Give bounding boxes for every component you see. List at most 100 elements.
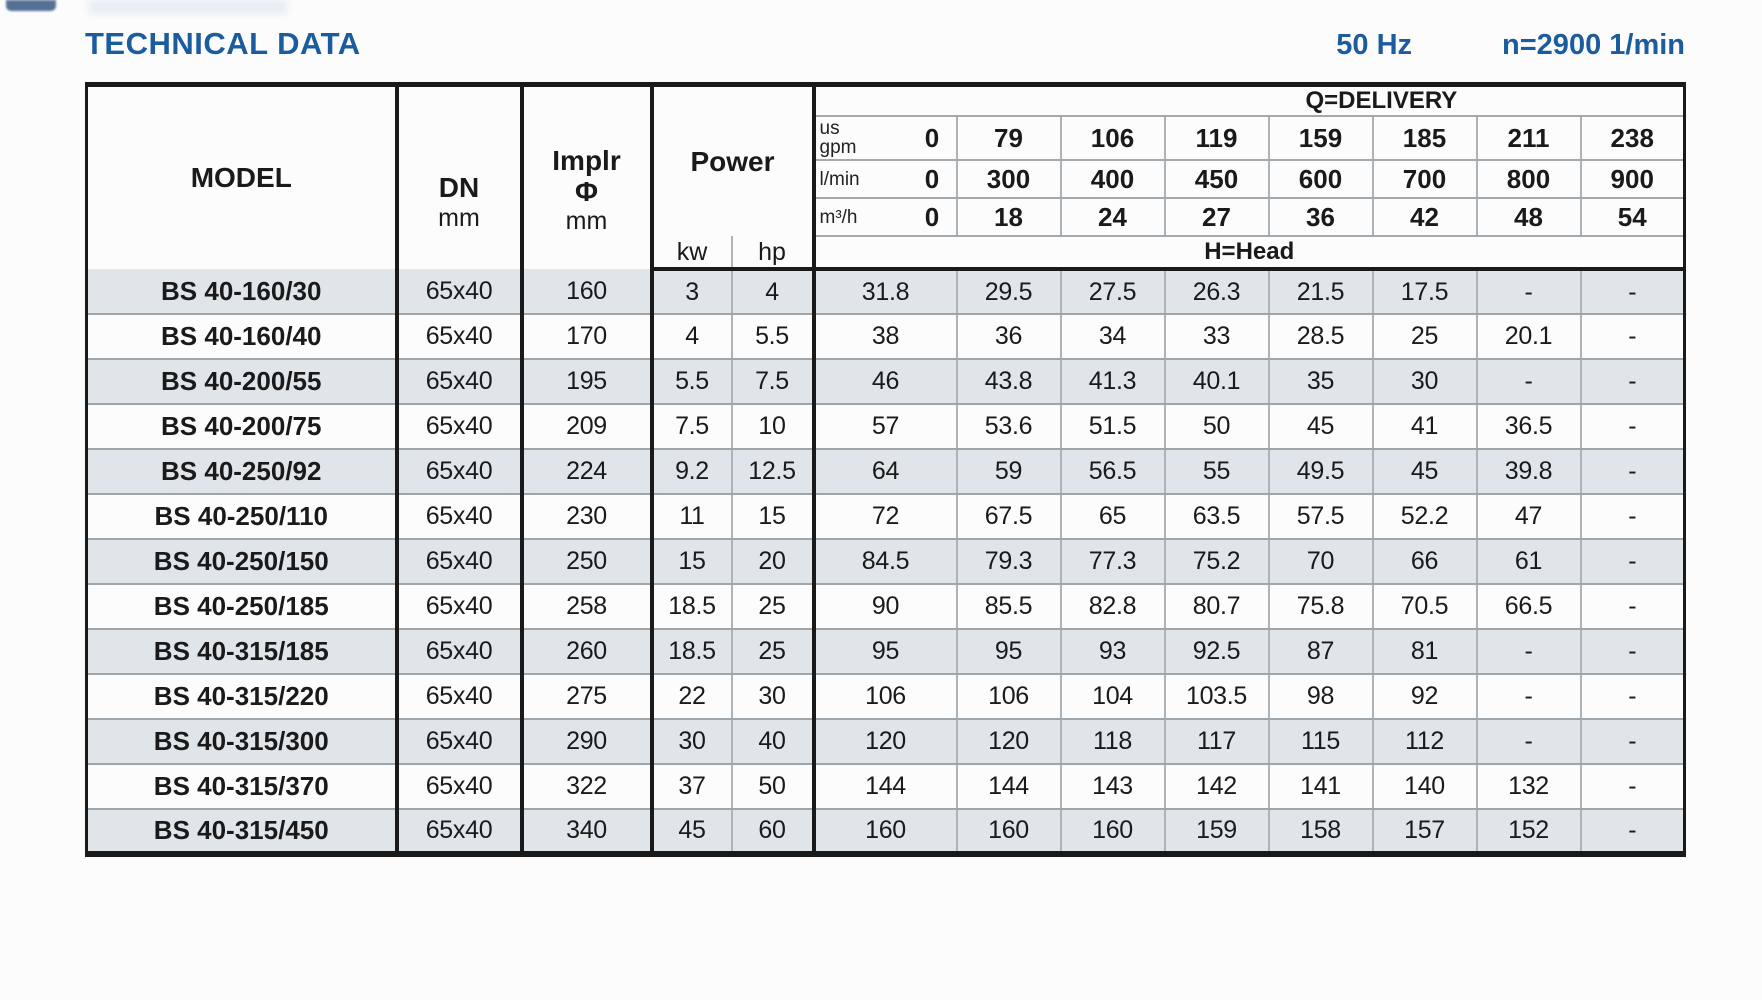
head-value-cell: 103.5 <box>1163 674 1269 720</box>
head-value-cell: 92.5 <box>1163 629 1269 675</box>
head-value-cell: 143 <box>1059 764 1165 810</box>
head-value-cell: - <box>1579 674 1685 720</box>
head-value-cell: 47 <box>1475 494 1581 540</box>
delivery-value: 0 <box>908 198 957 237</box>
head-value-cell: 36 <box>955 314 1061 360</box>
table-row: BS 40-315/370 65x40 322 37 50 144 144 143 142 141… <box>86 764 1685 810</box>
scan-artifact-corner <box>6 0 56 11</box>
head-value-cell: 26.3 <box>1163 269 1269 315</box>
head-value-cell: - <box>1579 539 1685 585</box>
dn-cell: 65x40 <box>394 629 522 675</box>
head-value-cell: 28.5 <box>1267 314 1373 360</box>
delivery-value: 42 <box>1371 198 1477 237</box>
hp-cell: 20 <box>730 539 814 585</box>
impeller-cell: 170 <box>519 314 652 360</box>
model-cell: BS 40-200/75 <box>86 404 397 450</box>
head-value-cell: - <box>1475 359 1581 405</box>
head-value-cell: 57 <box>811 404 957 450</box>
page-header: TECHNICAL DATA 50 Hz n=2900 1/min <box>85 26 1685 62</box>
head-value-cell: 157 <box>1371 809 1477 854</box>
head-value-cell: 51.5 <box>1059 404 1165 450</box>
head-value-cell: - <box>1579 764 1685 810</box>
head-value-cell: 30 <box>1371 359 1477 405</box>
impeller-cell: 258 <box>519 584 652 630</box>
head-value-cell: 106 <box>955 674 1061 720</box>
head-value-cell: 65 <box>1059 494 1165 540</box>
table-row: BS 40-315/220 65x40 275 22 30 106 106 104 103.5 9… <box>86 674 1685 720</box>
hp-cell: 25 <box>730 584 814 630</box>
hp-cell: 60 <box>730 809 814 854</box>
head-value-cell: 70 <box>1267 539 1373 585</box>
head-value-cell: 17.5 <box>1371 269 1477 315</box>
head-value-cell: 66 <box>1371 539 1477 585</box>
head-value-cell: 29.5 <box>955 269 1061 315</box>
frequency-label: 50 Hz <box>1336 29 1413 61</box>
head-value-cell: 59 <box>955 449 1061 495</box>
kw-cell: 18.5 <box>649 629 732 675</box>
head-value-cell: 35 <box>1267 359 1373 405</box>
hp-cell: 50 <box>730 764 814 810</box>
column-header-power: Power <box>649 84 814 236</box>
impeller-cell: 340 <box>519 809 652 854</box>
head-value-cell: - <box>1579 314 1685 360</box>
head-value-cell: 43.8 <box>955 359 1061 405</box>
head-value-cell: 77.3 <box>1059 539 1165 585</box>
delivery-value: 48 <box>1475 198 1581 237</box>
head-value-cell: 56.5 <box>1059 449 1165 495</box>
head-value-cell: 25 <box>1371 314 1477 360</box>
kw-cell: 15 <box>649 539 732 585</box>
head-value-cell: - <box>1579 404 1685 450</box>
delivery-value: 27 <box>1163 198 1269 237</box>
dn-cell: 65x40 <box>394 314 522 360</box>
head-value-cell: - <box>1475 269 1581 315</box>
head-value-cell: 75.8 <box>1267 584 1373 630</box>
head-value-cell: - <box>1579 629 1685 675</box>
head-value-cell: 84.5 <box>811 539 957 585</box>
model-cell: BS 40-315/370 <box>86 764 397 810</box>
table-row: BS 40-160/30 65x40 160 3 4 31.8 29.5 27.5 26.3 21… <box>86 269 1685 315</box>
table-row: BS 40-315/450 65x40 340 45 60 160 160 160 159 158… <box>86 809 1685 854</box>
delivery-value: 900 <box>1579 160 1685 199</box>
model-cell: BS 40-315/220 <box>86 674 397 720</box>
hp-cell: 25 <box>730 629 814 675</box>
head-value-cell: 33 <box>1163 314 1269 360</box>
impeller-cell: 290 <box>519 719 652 765</box>
table-row: BS 40-200/55 65x40 195 5.5 7.5 46 43.8 41.3 40.1… <box>86 359 1685 405</box>
impeller-cell: 250 <box>519 539 652 585</box>
impeller-cell: 224 <box>519 449 652 495</box>
table-row: BS 40-315/185 65x40 260 18.5 25 95 95 93 92.5 87 8… <box>86 629 1685 675</box>
head-value-cell: - <box>1579 269 1685 315</box>
head-value-cell: 120 <box>811 719 957 765</box>
column-header-impeller: Implr Φ mm <box>519 84 652 269</box>
head-value-cell: 118 <box>1059 719 1165 765</box>
delivery-value: 24 <box>1059 198 1165 237</box>
kw-cell: 5.5 <box>649 359 732 405</box>
kw-cell: 4 <box>649 314 732 360</box>
dn-cell: 65x40 <box>394 404 522 450</box>
dn-cell: 65x40 <box>394 269 522 315</box>
dn-cell: 65x40 <box>394 494 522 540</box>
head-value-cell: 57.5 <box>1267 494 1373 540</box>
dn-cell: 65x40 <box>394 449 522 495</box>
head-value-cell: 158 <box>1267 809 1373 854</box>
kw-cell: 9.2 <box>649 449 732 495</box>
dn-cell: 65x40 <box>394 764 522 810</box>
head-value-cell: - <box>1475 719 1581 765</box>
head-value-cell: 160 <box>955 809 1061 854</box>
model-cell: BS 40-315/300 <box>86 719 397 765</box>
hp-cell: 7.5 <box>730 359 814 405</box>
head-value-cell: 106 <box>811 674 957 720</box>
table-row: BS 40-315/300 65x40 290 30 40 120 120 118 117 115… <box>86 719 1685 765</box>
head-value-cell: 142 <box>1163 764 1269 810</box>
column-header-hp: hp <box>730 236 814 271</box>
table-header: MODEL DN mm Implr Φ mm Power Q=DELIVERY u… <box>87 84 1685 271</box>
dn-cell: 65x40 <box>394 359 522 405</box>
head-value-cell: 20.1 <box>1475 314 1581 360</box>
head-value-cell: 82.8 <box>1059 584 1165 630</box>
head-value-cell: 117 <box>1163 719 1269 765</box>
model-cell: BS 40-250/92 <box>86 449 397 495</box>
head-value-cell: 98 <box>1267 674 1373 720</box>
hp-cell: 10 <box>730 404 814 450</box>
page-title: TECHNICAL DATA <box>85 26 361 61</box>
head-value-cell: 144 <box>811 764 957 810</box>
